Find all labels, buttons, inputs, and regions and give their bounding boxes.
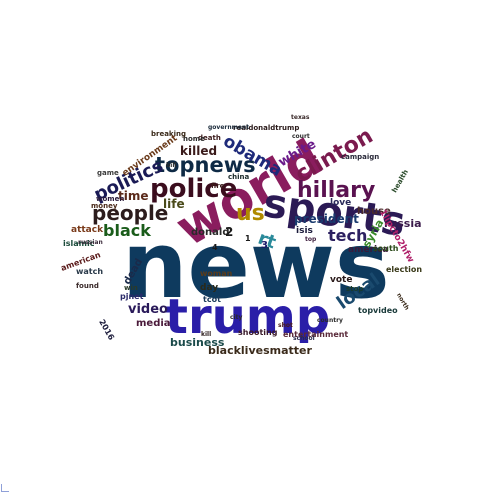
word-election: election (386, 265, 423, 274)
word-hillary: hillary (297, 178, 376, 203)
word-south: south (373, 244, 399, 253)
word-china: china (228, 173, 250, 181)
word-isis: isis (296, 226, 313, 236)
word-campaign: campaign (341, 153, 380, 161)
word-women: women (96, 195, 125, 203)
word-death: death (198, 134, 221, 142)
word-tcot: tcot (203, 295, 221, 304)
word-attack: attack (71, 225, 104, 235)
word-bill: bill (166, 162, 177, 169)
word-4: 4 (212, 243, 218, 252)
word-win: win (124, 284, 138, 292)
word-islamic: islamic (63, 239, 95, 248)
word-realdonaldtrump: realdonaldtrump (233, 124, 300, 132)
word-topnews: topnews (155, 153, 256, 177)
word-3: 3 (261, 240, 268, 251)
word-vote: vote (330, 275, 353, 285)
word-game: game (97, 169, 119, 177)
word-black: black (103, 221, 151, 240)
word-shot: shot (278, 322, 293, 329)
word-school: school (293, 335, 315, 342)
word-texas: texas (291, 114, 310, 121)
word-killed: killed (180, 144, 218, 158)
word-us: us (236, 201, 265, 226)
word-russian: russian (78, 239, 103, 246)
word-pjnet: pjnet (120, 292, 144, 301)
word-news: news (122, 212, 390, 319)
word-stop: stop (346, 285, 364, 293)
word-police: police (150, 174, 238, 204)
word-president: president (294, 212, 359, 226)
word-court: court (292, 133, 310, 140)
word-day: day (200, 283, 219, 293)
word-watch: watch (76, 267, 104, 276)
word-money: money (91, 202, 118, 210)
word-tech: tech (328, 226, 368, 245)
word-house: house (357, 206, 391, 217)
word-shooting: shooting (238, 328, 278, 337)
word-breaking: breaking (151, 130, 186, 138)
word-city: city (230, 314, 243, 321)
word-home: home (183, 135, 205, 143)
word-top: top (305, 236, 317, 243)
word-blacklivesmatter: blacklivesmatter (208, 344, 312, 357)
word-people: people (92, 201, 169, 225)
word-woman: woman (200, 269, 233, 278)
word-donald: donald (191, 227, 230, 238)
word-russia: russia (384, 217, 422, 230)
word-trump: trump (165, 289, 331, 345)
word-business: business (170, 336, 225, 349)
word-2: 2 (225, 225, 234, 239)
word-media: media (136, 318, 171, 329)
word-found: found (76, 282, 99, 290)
word-kill: kill (201, 331, 212, 338)
word-entertainment: entertainment (283, 330, 349, 339)
word-video: video (128, 302, 168, 317)
word-2016: 2016 (97, 317, 117, 342)
word-government: government (208, 124, 250, 131)
word-topvideo: topvideo (358, 306, 398, 315)
word-time: time (118, 189, 149, 203)
word-fire: fire (211, 182, 225, 190)
word-love: love (330, 198, 352, 208)
corner-marker (1, 484, 9, 492)
word-america: america (348, 245, 389, 255)
word-health: health (390, 168, 410, 195)
word-life: life (163, 197, 185, 211)
word-country: country (317, 317, 343, 324)
word-1: 1 (245, 234, 251, 243)
